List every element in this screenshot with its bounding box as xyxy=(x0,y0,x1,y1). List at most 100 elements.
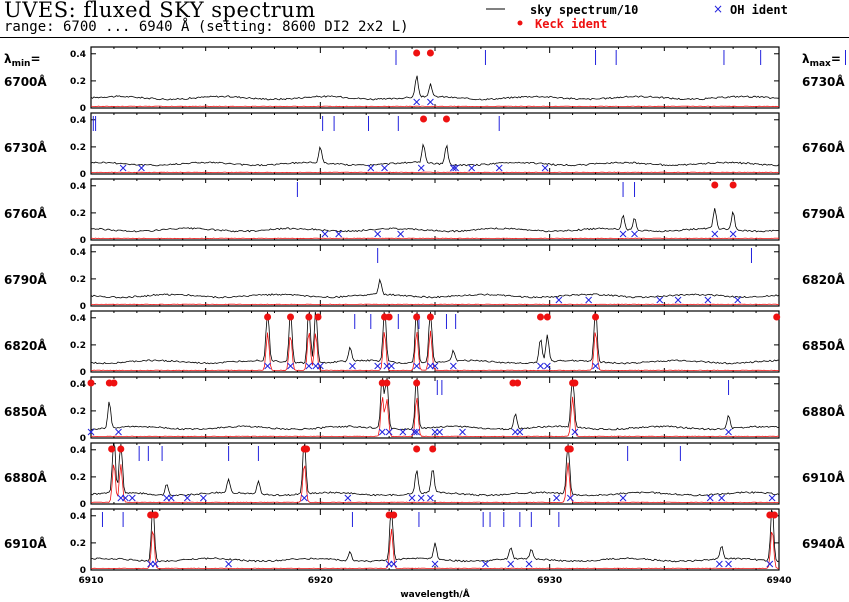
panel-1: 0 0.2 0.4 6700Å 6730Å xyxy=(4,46,847,114)
keck-ident-dot xyxy=(571,379,579,387)
oh-ident-marker xyxy=(399,428,407,436)
oh-ident-marker xyxy=(468,164,476,172)
oh-ident-marker xyxy=(367,164,375,172)
panel-lambda-max: 6880Å xyxy=(802,404,845,419)
oh-ident-marker xyxy=(566,494,574,502)
oh-ident-marker xyxy=(413,428,421,436)
oh-ident-marker xyxy=(431,560,439,568)
oh-ident-marker xyxy=(725,428,732,436)
oh-ident-marker xyxy=(167,494,175,502)
panel-lambda-max: 6790Å xyxy=(802,206,845,221)
keck-ident-dot xyxy=(592,313,600,321)
keck-ident-dot xyxy=(442,115,450,123)
oh-ident-marker xyxy=(87,428,95,436)
oh-ident-marker xyxy=(706,494,714,502)
panel-lambda-max: 6850Å xyxy=(802,338,845,353)
oh-ident-marker xyxy=(449,362,457,370)
oh-ident-marker xyxy=(537,362,544,370)
oh-ident-marker xyxy=(349,362,356,370)
panel-lambda-min: 6880Å xyxy=(4,470,47,485)
lambda-max-sub: max xyxy=(810,59,831,69)
oh-ident-marker xyxy=(138,164,145,172)
panel-lambda-min: 6730Å xyxy=(4,140,47,155)
oh-ident-marker xyxy=(264,362,271,370)
keck-spectrum-curve xyxy=(90,330,779,372)
oh-ident-marker xyxy=(200,494,207,502)
title-rule xyxy=(0,37,849,38)
keck-ident-dot xyxy=(264,313,272,321)
y-tick-label: 0.2 xyxy=(70,341,86,351)
y-tick-label: 0.2 xyxy=(70,209,86,219)
y-tick-label: 0.4 xyxy=(70,248,86,258)
lambda-min-eq: = xyxy=(30,52,40,66)
oh-ident-marker xyxy=(287,362,294,370)
oh-ident-marker xyxy=(766,560,774,568)
oh-ident-marker xyxy=(449,164,457,172)
y-tick-label: 0 xyxy=(80,434,86,444)
y-tick-label: 0.4 xyxy=(70,50,86,60)
oh-ident-marker xyxy=(619,494,627,502)
oh-ident-marker xyxy=(656,296,664,304)
oh-ident-marker xyxy=(544,362,551,370)
oh-ident-marker xyxy=(413,98,421,106)
oh-ident-marker xyxy=(452,164,459,172)
y-tick-label: 0.4 xyxy=(70,182,86,192)
oh-ident-marker xyxy=(516,428,524,436)
oh-ident-marker xyxy=(321,230,329,238)
oh-ident-marker xyxy=(619,230,627,238)
oh-ident-marker xyxy=(390,560,398,568)
keck-ident-dot xyxy=(108,445,116,453)
oh-ident-marker xyxy=(674,296,682,304)
oh-ident-marker xyxy=(183,494,191,502)
oh-ident-marker xyxy=(417,494,425,502)
lambda-max-header: λmax= xyxy=(802,52,841,69)
oh-ident-marker xyxy=(344,494,352,502)
keck-ident-dot xyxy=(287,313,295,321)
oh-ident-marker xyxy=(381,164,388,172)
keck-ident-dot xyxy=(514,379,522,387)
keck-ident-dot xyxy=(413,313,421,321)
oh-ident-marker xyxy=(335,230,343,238)
page-subtitle: range: 6700 ... 6940 Å (setting: 8600 DI… xyxy=(4,19,409,35)
oh-ident-marker xyxy=(725,560,732,568)
panel-lambda-min: 6820Å xyxy=(4,338,47,353)
y-tick-label: 0.4 xyxy=(70,446,86,456)
legend-oh-marker: × xyxy=(713,2,723,16)
oh-ident-marker xyxy=(411,428,418,436)
y-tick-label: 0.2 xyxy=(70,77,86,87)
y-tick-label: 0 xyxy=(80,236,86,246)
oh-ident-marker xyxy=(571,428,579,436)
y-tick-label: 0.4 xyxy=(70,512,86,522)
keck-ident-dot xyxy=(151,511,159,519)
keck-ident-dot xyxy=(385,313,393,321)
y-tick-label: 0.2 xyxy=(70,539,86,549)
oh-ident-marker xyxy=(507,560,515,568)
oh-ident-marker xyxy=(427,98,434,106)
keck-ident-dot xyxy=(729,181,737,189)
oh-ident-marker xyxy=(374,230,382,238)
keck-ident-dot xyxy=(543,313,551,321)
legend-keck-label: Keck ident xyxy=(535,17,608,31)
oh-ident-marker xyxy=(316,362,324,370)
oh-ident-marker xyxy=(482,560,489,568)
panel-lambda-max: 6940Å xyxy=(802,536,845,551)
oh-ident-marker xyxy=(122,494,129,502)
lambda-max-symbol: λ xyxy=(802,52,810,66)
panel-2: 0 0.2 0.4 6730Å 6760Å xyxy=(4,112,845,180)
lambda-max-eq: = xyxy=(831,52,841,66)
sky-spectrum-curve xyxy=(90,311,780,365)
y-tick-label: 0 xyxy=(80,566,86,576)
oh-ident-marker xyxy=(374,362,382,370)
oh-ident-marker xyxy=(716,560,723,568)
keck-spectrum-curve xyxy=(90,237,780,240)
panel-lambda-max: 6730Å xyxy=(802,74,845,89)
keck-ident-dot xyxy=(429,445,437,453)
keck-ident-dot xyxy=(110,379,118,387)
keck-ident-dot xyxy=(420,115,428,123)
keck-ident-dot xyxy=(566,445,574,453)
oh-ident-marker xyxy=(553,494,560,502)
panel-frame xyxy=(90,508,780,571)
oh-ident-marker xyxy=(413,362,421,370)
oh-ident-marker xyxy=(585,296,593,304)
x-tick-label: 6910 xyxy=(78,576,103,586)
